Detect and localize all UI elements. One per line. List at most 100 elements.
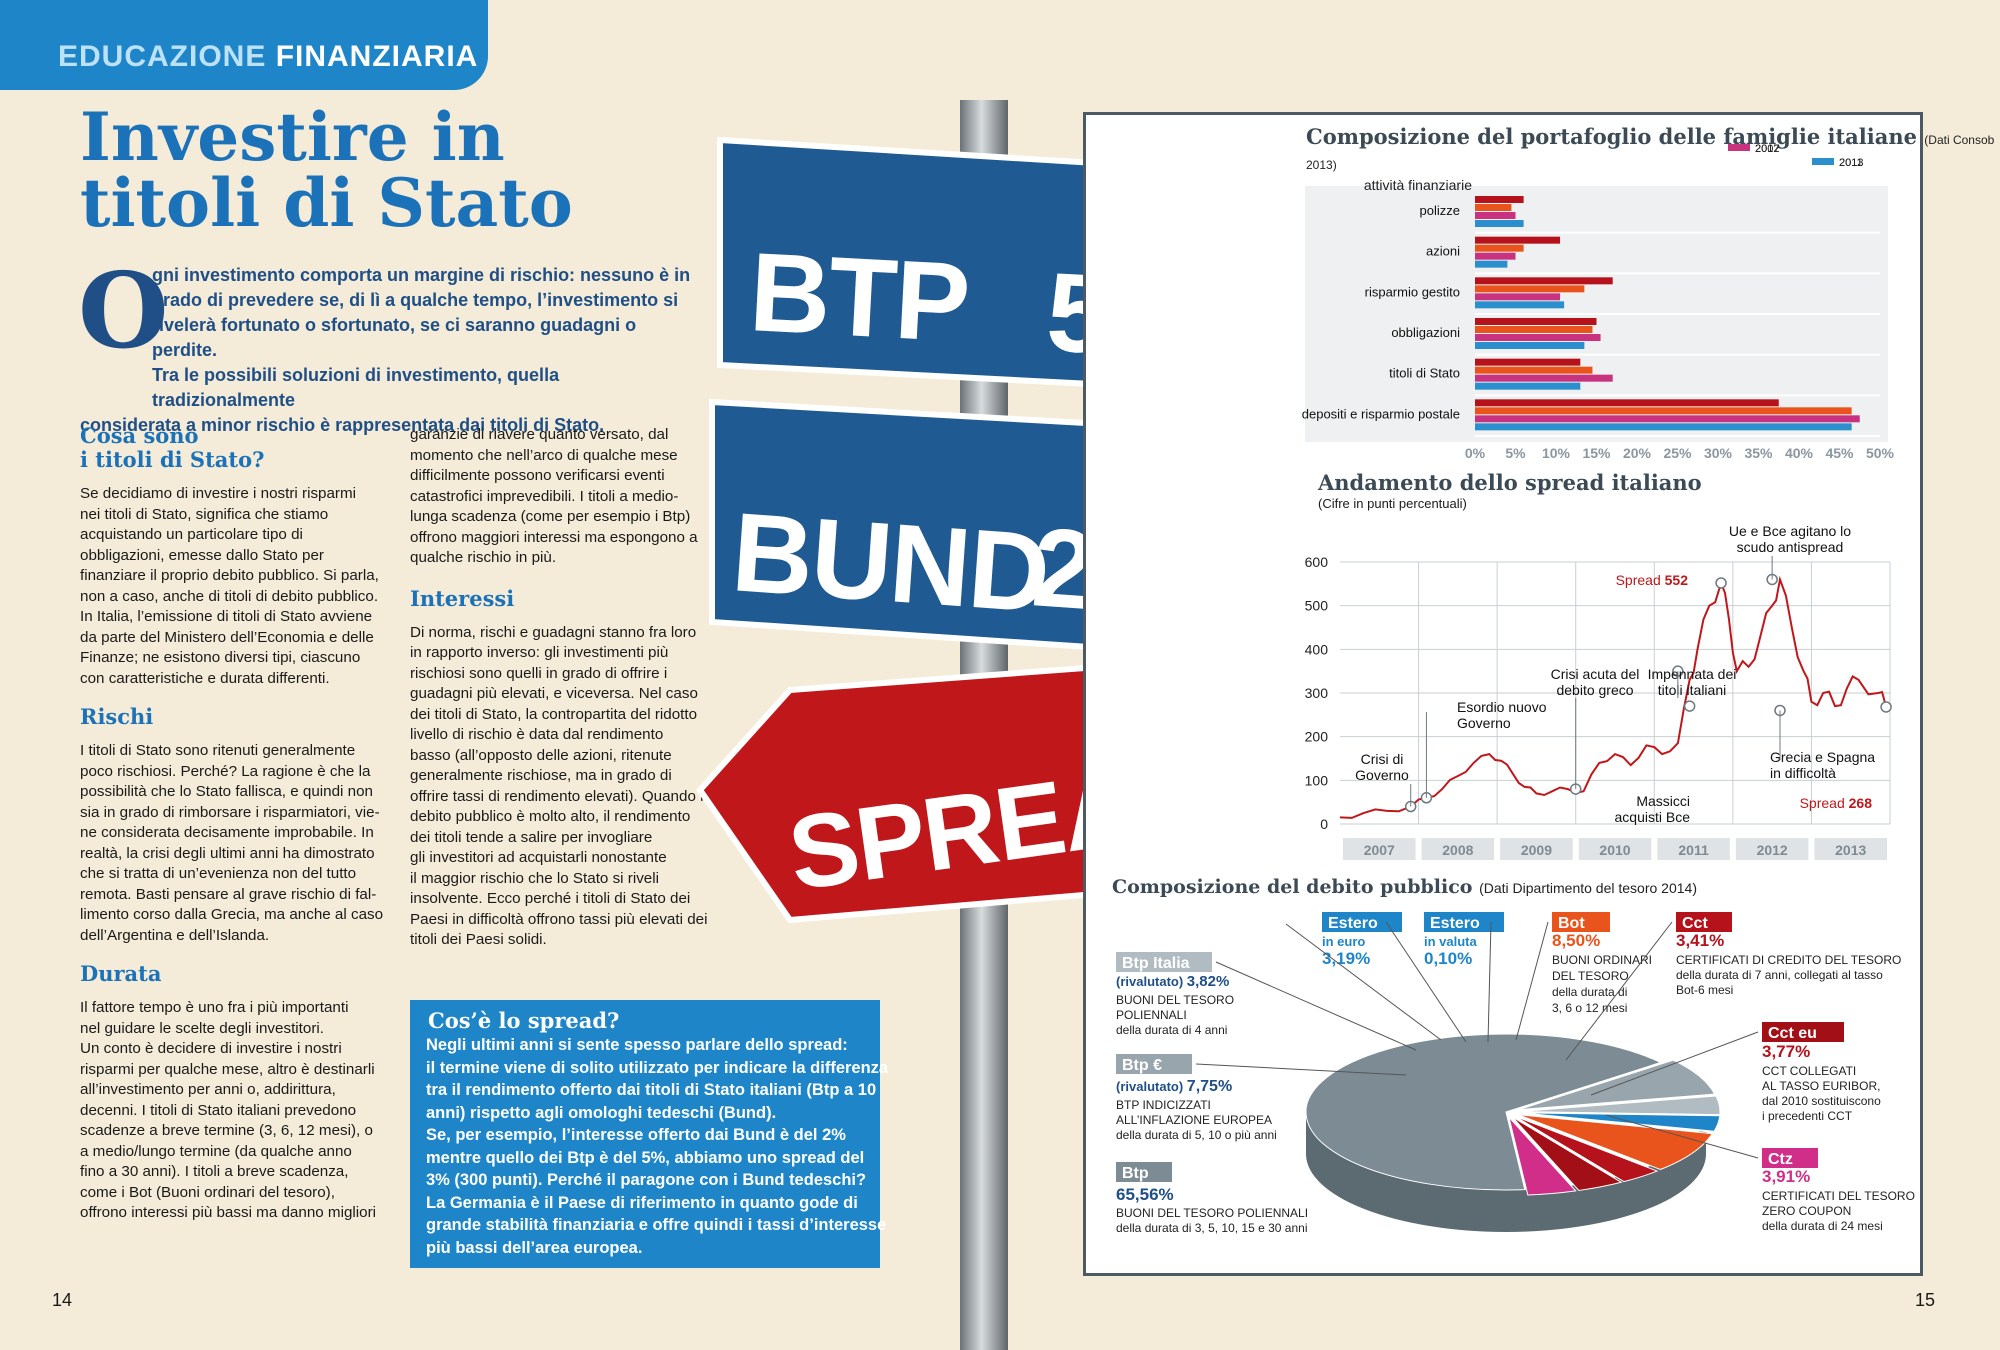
page-title: Investire in titoli di Stato	[80, 98, 573, 242]
chart2-xtick: 2011	[1678, 842, 1709, 858]
pie-label-text: della durata di 4 anni	[1116, 1023, 1227, 1037]
chart1-title: Composizione del portafoglio delle famig…	[1306, 124, 1995, 173]
pie-slice	[1519, 1112, 1715, 1133]
chart2-xtick: 2010	[1599, 842, 1630, 858]
chart1-legend-swatch	[1812, 158, 1834, 165]
pie-label-text: 3,77%	[1762, 1042, 1810, 1061]
chart1-category-label: polizze	[1420, 203, 1460, 218]
chart2-ytick: 0	[1320, 816, 1328, 832]
pie-badge-cct-eu	[1762, 1022, 1844, 1042]
pie-badge-label: Estero	[1430, 915, 1480, 932]
pie-badge-label: Cct	[1682, 915, 1708, 932]
pie-badge-estero-valuta	[1424, 912, 1504, 932]
spread-line-chart: 0 100 200 300 400 500 600 2007 2008 2009 2010 2011 2…	[1305, 523, 1892, 860]
chart1-xtick: 25%	[1663, 445, 1692, 461]
text-durata: Il fattore tempo è uno fra i più importa…	[80, 999, 377, 1221]
text-interessi: Di norma, rischi e guadagni stanno fra l…	[410, 623, 708, 949]
chart1-category-label: azioni	[1426, 244, 1460, 259]
chart1-xtick: 40%	[1785, 445, 1814, 461]
chart1-xtick: 30%	[1704, 445, 1733, 461]
chart1-bar	[1475, 244, 1524, 252]
chart2-year-box	[1578, 838, 1652, 860]
heading-durata: Durata	[80, 961, 162, 986]
pie-slice	[1511, 1116, 1623, 1191]
chart1-legend-label: 2012	[1755, 143, 1779, 155]
spread-info-box: Cos’è lo spread? Negli ultimi anni si se…	[410, 1000, 888, 1268]
pie-slice	[1519, 1112, 1721, 1132]
column-2: garanzie di riavere quanto versato, dal m…	[410, 425, 710, 951]
pie-badge-btp-euro	[1116, 1054, 1192, 1074]
pie-badge-label: Cct eu	[1768, 1025, 1817, 1042]
text-continua: garanzie di riavere quanto versato, dal m…	[410, 426, 698, 566]
chart2-event-marker	[1715, 577, 1727, 589]
chart1-xtick: 50%	[1866, 445, 1895, 461]
chart2-annotation: Spread 268	[1800, 795, 1873, 811]
pie-label-text: in euro	[1322, 934, 1365, 949]
chart2-annotation: Governo	[1355, 767, 1409, 783]
pie-leader-line	[1605, 1114, 1759, 1159]
chart1-bar	[1475, 366, 1593, 374]
pie-side-wall	[1306, 1112, 1706, 1232]
pie-label-text: (rivalutato) 3,82%	[1116, 973, 1229, 990]
pie-label-text: dal 2010 sostituiscono	[1762, 1094, 1881, 1108]
chart1-bar	[1475, 220, 1524, 227]
pie-label-text: 3, 6 o 12 mesi	[1552, 1001, 1627, 1015]
chart2-annotation: Spread 552	[1616, 572, 1689, 588]
chart2-annotation: Impennata dei	[1648, 666, 1737, 682]
chart2-ytick: 100	[1305, 772, 1329, 788]
chart1-bar	[1475, 342, 1585, 349]
pie-label-text: CCT COLLEGATI	[1762, 1064, 1856, 1078]
pie-label-text: AL TASSO EURIBOR,	[1762, 1079, 1880, 1093]
pie-label-text: della durata di 24 mesi	[1762, 1219, 1883, 1233]
portfolio-bar-chart: attività finanziarie 0% 5% 10% 15% 20% 25% 30% 3…	[1302, 143, 1895, 461]
pie-label-text: BTP INDICIZZATI	[1116, 1098, 1211, 1112]
chart1-legend-label: 2013	[1839, 157, 1863, 169]
chart1-xtick: 0%	[1465, 445, 1486, 461]
chart1-bar	[1475, 212, 1516, 219]
chart1-bar	[1475, 285, 1585, 293]
chart2-annotation: Crisi acuta del	[1551, 666, 1640, 682]
chart2-xtick: 2008	[1442, 842, 1473, 858]
pie-badge-label: Btp €	[1122, 1057, 1162, 1074]
pie-badge-btp	[1116, 1162, 1172, 1182]
chart1-bar	[1475, 407, 1852, 415]
chart1-bar	[1475, 382, 1581, 390]
chart1-bar	[1475, 260, 1508, 268]
chart2-subtitle: (Cifre in punti percentuali)	[1318, 496, 1467, 511]
pie-label-text: ZERO COUPON	[1762, 1204, 1851, 1218]
pie-badge-btp-italia	[1116, 952, 1212, 972]
text-rischi: I titoli di Stato sono ritenuti generalm…	[80, 742, 384, 944]
pie-label-text: CERTIFICATI DI CREDITO DEL TESORO	[1676, 953, 1901, 967]
chart2-series-line	[1339, 575, 1888, 819]
chart1-bar	[1475, 236, 1561, 244]
heading-cosa-sono: Cosa sono i titoli di Stato?	[80, 423, 265, 472]
chart2-annotation: scudo antispread	[1737, 539, 1844, 555]
pie-label-text: della durata di 5, 10 o più anni	[1116, 1128, 1277, 1142]
sign-btp-left: BTP	[747, 229, 971, 365]
pie-label-text: Bot-6 mesi	[1676, 983, 1733, 997]
pie-leader-line	[1590, 1031, 1759, 1096]
pie-label-text: in valuta	[1424, 934, 1478, 949]
chart2-annotation: Esordio nuovo	[1457, 699, 1547, 715]
pie-label-text: 3,19%	[1322, 949, 1370, 968]
pie-label-text: della durata di 7 anni, collegati al tas…	[1676, 968, 1883, 982]
chart1-bar	[1475, 423, 1852, 431]
chart2-year-box	[1500, 838, 1573, 860]
debt-pie-chart: Btp Italia(rivalutato) 3,82% BUONI DEL TE…	[1116, 912, 1915, 1235]
pie-label-text: POLIENNALI	[1116, 1008, 1187, 1022]
chart2-annotation: in difficoltà	[1770, 765, 1836, 781]
column-1: Cosa sono i titoli di Stato? Se decidiamo…	[80, 423, 384, 1224]
chart1-bar	[1475, 252, 1516, 260]
pie-leader-line	[1565, 921, 1673, 1061]
section-banner	[0, 0, 488, 90]
chart2-xtick: 2009	[1521, 842, 1552, 858]
pie-leader-line	[1515, 921, 1549, 1041]
chart1-bar	[1475, 196, 1524, 203]
chart1-bar	[1475, 374, 1613, 382]
chart1-bar	[1475, 399, 1779, 407]
pie-badge-estero-euro	[1322, 912, 1402, 932]
page-number-right: 15	[1915, 1290, 1936, 1310]
chart1-bar	[1475, 293, 1561, 301]
spread-box-text: Negli ultimi anni si sente spesso parlar…	[426, 1036, 889, 1257]
pie-label-text: ALL’INFLAZIONE EUROPEA	[1116, 1113, 1272, 1127]
